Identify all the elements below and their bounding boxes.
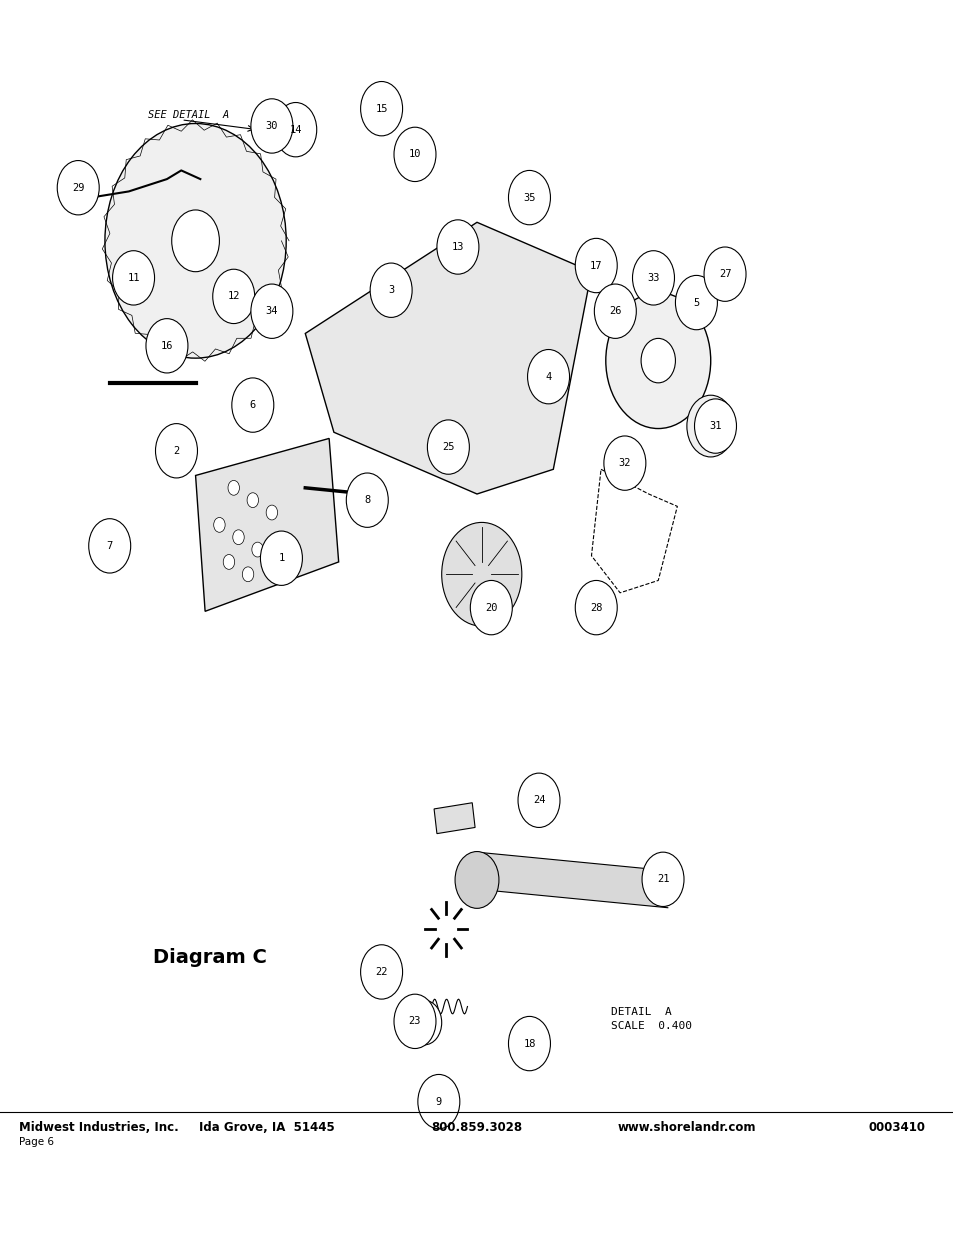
Circle shape: [632, 251, 674, 305]
Text: 23: 23: [408, 1016, 421, 1026]
Text: 0003410: 0003410: [867, 1121, 924, 1134]
Circle shape: [575, 238, 617, 293]
Text: DETAIL  A
SCALE  0.400: DETAIL A SCALE 0.400: [610, 1007, 691, 1031]
Text: 18: 18: [522, 1039, 536, 1049]
Circle shape: [213, 269, 254, 324]
Text: 31: 31: [708, 421, 721, 431]
Circle shape: [360, 945, 402, 999]
Text: 1: 1: [278, 553, 284, 563]
Circle shape: [155, 424, 197, 478]
Text: 2: 2: [173, 446, 179, 456]
Text: www.shorelandr.com: www.shorelandr.com: [617, 1121, 756, 1134]
Text: Ida Grove, IA  51445: Ida Grove, IA 51445: [199, 1121, 335, 1134]
Text: 3: 3: [388, 285, 394, 295]
Polygon shape: [195, 438, 338, 611]
Circle shape: [527, 350, 569, 404]
Circle shape: [641, 852, 683, 906]
Circle shape: [105, 124, 286, 358]
Text: 7: 7: [107, 541, 112, 551]
Circle shape: [694, 399, 736, 453]
Circle shape: [89, 519, 131, 573]
Text: 5: 5: [693, 298, 699, 308]
Text: 22: 22: [375, 967, 388, 977]
Text: 32: 32: [618, 458, 631, 468]
Circle shape: [441, 522, 521, 626]
Text: SEE DETAIL  A: SEE DETAIL A: [148, 110, 229, 120]
Text: 14: 14: [289, 125, 302, 135]
Polygon shape: [434, 803, 475, 834]
Text: 24: 24: [532, 795, 545, 805]
Text: 26: 26: [608, 306, 621, 316]
Text: Diagram C: Diagram C: [152, 947, 267, 967]
Circle shape: [394, 994, 436, 1049]
Circle shape: [703, 247, 745, 301]
Text: 27: 27: [718, 269, 731, 279]
Circle shape: [436, 220, 478, 274]
Text: 28: 28: [589, 603, 602, 613]
Circle shape: [228, 480, 239, 495]
Polygon shape: [305, 222, 591, 494]
Circle shape: [251, 284, 293, 338]
Text: Page 6: Page 6: [19, 1137, 54, 1147]
Circle shape: [508, 1016, 550, 1071]
Text: Midwest Industries, Inc.: Midwest Industries, Inc.: [19, 1121, 178, 1134]
Circle shape: [233, 530, 244, 545]
Text: 21: 21: [656, 874, 669, 884]
Text: 11: 11: [127, 273, 140, 283]
Circle shape: [112, 251, 154, 305]
Circle shape: [57, 161, 99, 215]
Circle shape: [252, 542, 263, 557]
Text: 800.859.3028: 800.859.3028: [431, 1121, 522, 1134]
Text: 9: 9: [436, 1097, 441, 1107]
Text: 16: 16: [160, 341, 173, 351]
Text: 4: 4: [545, 372, 551, 382]
Circle shape: [370, 263, 412, 317]
Circle shape: [603, 436, 645, 490]
Circle shape: [346, 473, 388, 527]
Circle shape: [517, 773, 559, 827]
Text: 35: 35: [522, 193, 536, 203]
Circle shape: [232, 378, 274, 432]
Circle shape: [455, 852, 498, 909]
Text: 15: 15: [375, 104, 388, 114]
Circle shape: [575, 580, 617, 635]
Circle shape: [242, 567, 253, 582]
Text: 25: 25: [441, 442, 455, 452]
Circle shape: [686, 395, 734, 457]
Circle shape: [260, 531, 302, 585]
Circle shape: [427, 420, 469, 474]
Circle shape: [223, 555, 234, 569]
Circle shape: [213, 517, 225, 532]
Text: 34: 34: [265, 306, 278, 316]
Text: 29: 29: [71, 183, 85, 193]
Circle shape: [394, 127, 436, 182]
Text: 8: 8: [364, 495, 370, 505]
Text: 30: 30: [265, 121, 278, 131]
Circle shape: [470, 580, 512, 635]
Text: 20: 20: [484, 603, 497, 613]
Circle shape: [605, 293, 710, 429]
Circle shape: [508, 170, 550, 225]
Text: 12: 12: [227, 291, 240, 301]
Text: 17: 17: [589, 261, 602, 270]
Circle shape: [407, 1000, 441, 1045]
Circle shape: [172, 210, 219, 272]
Text: 13: 13: [451, 242, 464, 252]
Circle shape: [247, 493, 258, 508]
Circle shape: [360, 82, 402, 136]
Circle shape: [594, 284, 636, 338]
Circle shape: [251, 99, 293, 153]
Circle shape: [266, 505, 277, 520]
Circle shape: [675, 275, 717, 330]
Text: 33: 33: [646, 273, 659, 283]
Circle shape: [640, 338, 675, 383]
Circle shape: [417, 1074, 459, 1129]
Text: 6: 6: [250, 400, 255, 410]
Text: 10: 10: [408, 149, 421, 159]
Circle shape: [146, 319, 188, 373]
Circle shape: [274, 103, 316, 157]
